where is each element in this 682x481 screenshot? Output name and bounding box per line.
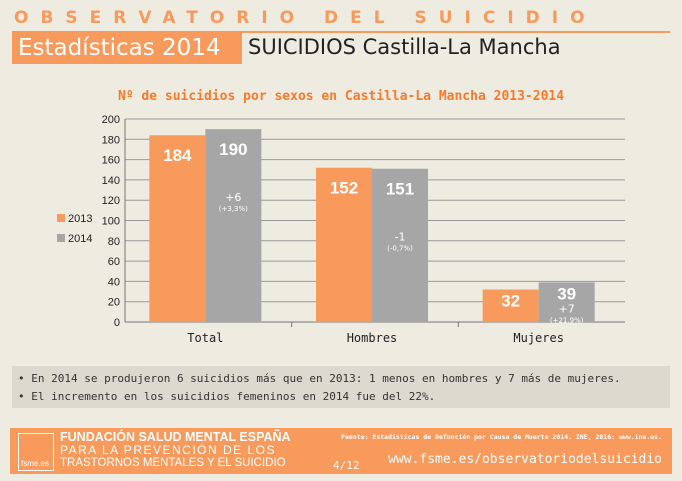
header-title: OBSERVATORIO DEL SUICIDIO [14, 8, 597, 28]
bar-2013 [482, 289, 539, 322]
data-label: 39 [557, 284, 576, 303]
bar-2014 [372, 168, 428, 322]
chart-title: Nº de suicidios por sexos en Castilla-La… [117, 89, 565, 104]
x-tick-label: Mujeres [513, 331, 564, 345]
y-tick-label: 100 [102, 216, 120, 228]
note: • El incremento en los suicidios femenin… [18, 390, 436, 403]
y-tick-label: 0 [114, 317, 120, 329]
change-label: +7 [559, 302, 575, 315]
footer-line2: PARA LA PREVENCIÓN DE LOS [60, 443, 277, 457]
y-tick-label: 40 [108, 276, 120, 288]
data-label: 184 [163, 146, 192, 165]
footer-url[interactable]: www.fsme.es/observatoriodelsuicidio [388, 452, 662, 467]
notes-box: • En 2014 se produjeron 6 suicidios más … [12, 366, 670, 408]
change-pct-label: (+21,9%) [550, 316, 584, 324]
data-label: 151 [386, 180, 414, 199]
year-label: Estadísticas 2014 [12, 33, 242, 64]
fsme-logo: fsme.es [18, 433, 54, 471]
y-tick-label: 140 [102, 175, 120, 187]
x-tick-label: Total [187, 331, 223, 345]
y-tick-label: 80 [108, 236, 120, 248]
bar-2014 [538, 282, 595, 322]
change-pct-label: (+3,3%) [219, 205, 248, 213]
change-label: +6 [225, 191, 241, 204]
legend-swatch [57, 234, 65, 242]
bar-chart: 0 20 40 60 80 100 120 140 160 180 200 Total 184 190 +6… [57, 114, 625, 345]
data-label: 152 [330, 179, 358, 198]
x-tick-label: Hombres [347, 331, 398, 345]
legend-label: 2014 [68, 233, 92, 245]
y-tick-label: 200 [102, 114, 120, 126]
change-pct-label: (-0,7%) [387, 245, 413, 253]
bar-2013 [316, 167, 372, 322]
legend-swatch [57, 214, 65, 222]
legend-label: 2013 [68, 213, 92, 225]
footer: fsme.es FUNDACIÓN SALUD MENTAL ESPAÑA PA… [10, 428, 672, 474]
page-subtitle: SUICIDIOS Castilla-La Mancha [248, 35, 561, 59]
y-tick-label: 20 [108, 297, 120, 309]
bar-2014 [205, 129, 262, 322]
y-tick-label: 60 [108, 256, 120, 268]
header-divider [12, 31, 670, 33]
source-note: Fuente: Estadísticas de Defunción por Ca… [341, 433, 662, 441]
page-number: 4/12 [333, 459, 360, 472]
data-label: 190 [219, 140, 247, 159]
footer-line3: TRASTORNOS MENTALES Y EL SUICIDIO [60, 457, 286, 469]
y-tick-label: 180 [102, 134, 120, 146]
y-tick-label: 160 [102, 155, 120, 167]
footer-org: FUNDACIÓN SALUD MENTAL ESPAÑA [60, 430, 291, 444]
bar-2013 [149, 135, 206, 322]
change-label: -1 [395, 231, 406, 244]
note: • En 2014 se produjeron 6 suicidios más … [18, 372, 621, 385]
data-label: 32 [501, 292, 520, 311]
y-tick-label: 120 [102, 195, 120, 207]
